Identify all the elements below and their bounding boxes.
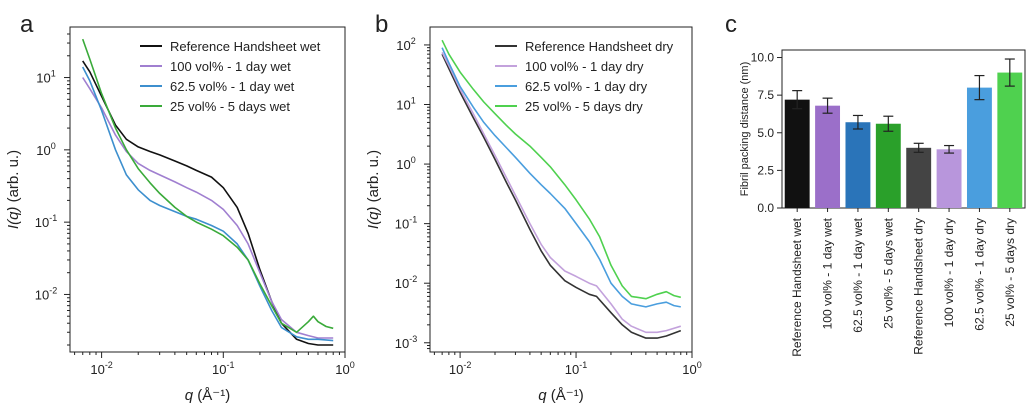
- panel-c-bar-4: [906, 147, 932, 208]
- panel-a-ylabel: I(q) (arb. u.): [5, 150, 22, 229]
- panel-a-x-tick-label: 10-2: [90, 360, 112, 377]
- panel-label-a: a: [20, 11, 34, 38]
- panel-c-x-tick-label: 25 vol% - 5 days wet: [881, 217, 895, 328]
- panel-c-y-tick-label: 5.0: [757, 126, 774, 140]
- panel-b-y-tick-label: 10-3: [395, 334, 417, 351]
- panel-b-legend-entry: 25 vol% - 5 days dry: [525, 99, 643, 114]
- panel-c-x-tick-label: 62.5 vol% - 1 day dry: [972, 218, 986, 331]
- panel-a-legend-entry: Reference Handsheet wet: [170, 39, 321, 54]
- panel-c-y-tick-label: 0.0: [757, 201, 774, 215]
- panel-b-legend-entry: Reference Handsheet dry: [525, 39, 674, 54]
- panel-a-chart: 10-2 10-1 100 10-2 10-1 100 101 Reference Hands…: [5, 26, 355, 404]
- panel-c-x-tick-label: Reference Handsheet dry: [912, 218, 926, 355]
- panel-a-series-line-3: [81, 38, 334, 334]
- panel-c-x-tick-label: Reference Handsheet wet: [790, 217, 804, 356]
- panel-b-ylabel: I(q) (arb. u.): [365, 150, 382, 229]
- panel-c-ylabel: Fibril packing distance (nm): [739, 62, 751, 197]
- panel-c-bar-6: [966, 87, 992, 208]
- panel-c-x-tick-label: 100 vol% - 1 day wet: [821, 217, 835, 329]
- panel-c-bar-1: [815, 105, 841, 208]
- panel-b-series-line-0: [441, 53, 682, 339]
- panel-b-y-tick-label: 10-1: [395, 215, 417, 232]
- panel-a-y-tick-label: 10-2: [35, 285, 57, 302]
- panel-b-plot-frame: [429, 26, 693, 353]
- panel-b-y-tick-label: 102: [396, 36, 415, 53]
- panel-c-bar-7: [997, 72, 1023, 208]
- panel-a-y-tick-label: 10-1: [35, 213, 57, 230]
- panel-b-series-line-3: [441, 39, 681, 300]
- panel-label-b: b: [375, 11, 388, 38]
- panel-c-bar-5: [936, 149, 962, 208]
- panel-a-y-tick-label: 101: [36, 69, 55, 86]
- panel-a-series-line-2: [81, 66, 334, 342]
- panel-b-chart: 10-2 10-1 100 10-3 10-2 10-1 100 101 102 Referenc…: [365, 26, 702, 404]
- panel-a-legend-entry: 25 vol% - 5 days wet: [170, 99, 290, 114]
- panel-b-legend-entry: 100 vol% - 1 day dry: [525, 59, 644, 74]
- panel-a-xlabel: q (Å⁻¹): [185, 387, 230, 404]
- panel-b-y-tick-label: 101: [396, 96, 415, 113]
- panel-a-x-tick-label: 10-1: [212, 360, 234, 377]
- panel-c-bar-0: [784, 99, 810, 208]
- panel-a-series-line-1: [82, 77, 334, 339]
- panel-b-y-tick-label: 100: [396, 155, 415, 172]
- panel-c-y-tick-label: 2.5: [757, 163, 774, 177]
- panel-b-legend-entry: 62.5 vol% - 1 day dry: [525, 79, 648, 94]
- panel-c-x-tick-label: 62.5 vol% - 1 day wet: [851, 217, 865, 332]
- panel-c-bar-2: [845, 122, 871, 208]
- panel-b-xlabel: q (Å⁻¹): [538, 387, 583, 404]
- panel-a-x-tick-label: 100: [335, 360, 354, 377]
- panel-c-bar-3: [875, 123, 901, 208]
- panel-b-x-tick-label: 100: [682, 360, 701, 377]
- panel-c-x-tick-label: 100 vol% - 1 day dry: [942, 218, 956, 327]
- panel-c-y-tick-label: 7.5: [757, 88, 774, 102]
- panel-c-chart: 0.0 2.5 5.0 7.5 10.0 Reference Handsheet wet 1…: [739, 49, 1026, 357]
- panel-c-plot-frame: [781, 49, 1026, 209]
- panel-a-legend-entry: 62.5 vol% - 1 day wet: [170, 79, 295, 94]
- panel-b-y-tick-label: 10-2: [395, 274, 417, 291]
- panel-a-legend-entry: 100 vol% - 1 day wet: [170, 59, 291, 74]
- panel-a-plot-frame: [69, 26, 346, 353]
- panel-a-y-tick-label: 100: [36, 141, 55, 158]
- panel-b-x-tick-label: 10-2: [449, 360, 471, 377]
- panel-b-series-line-1: [441, 52, 682, 334]
- panel-b-series-line-2: [441, 47, 681, 308]
- panel-label-c: c: [725, 11, 737, 38]
- panel-c-y-tick-label: 10.0: [751, 51, 775, 65]
- panel-c-x-tick-label: 25 vol% - 5 days dry: [1003, 218, 1017, 327]
- panel-b-x-tick-label: 10-1: [565, 360, 587, 377]
